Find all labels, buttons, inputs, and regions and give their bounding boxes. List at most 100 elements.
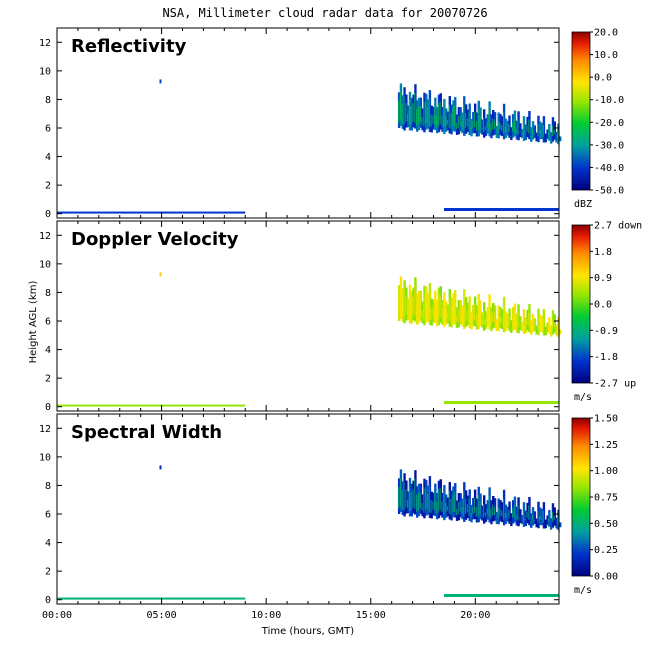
cloud-streak [475, 314, 477, 324]
cloud-streak [484, 512, 486, 517]
colorbar-label: -0.9 [594, 326, 618, 337]
cloud-streak [495, 134, 497, 136]
cloud-streak [428, 98, 430, 127]
cloud-streak [463, 297, 465, 324]
cloud-cell [546, 129, 549, 140]
y-tick-label: 8 [45, 95, 51, 106]
cloud-cell [481, 312, 484, 328]
cloud-cell [559, 136, 562, 142]
cloud-streak [510, 135, 512, 137]
cloud-streak [403, 95, 405, 125]
cloud-cell [533, 318, 537, 331]
colorbar-label: 1.25 [594, 440, 618, 451]
cloud-streak [535, 334, 537, 336]
cloud-streak [470, 127, 472, 131]
cloud-streak [423, 487, 425, 513]
cloud-cell [495, 126, 499, 139]
cloud-streak [434, 299, 436, 318]
cloud-streak [497, 121, 499, 133]
cloud-streak [425, 295, 427, 317]
cloud-cell [533, 511, 537, 524]
cloud-streak [464, 498, 467, 515]
cloud-cell [510, 513, 513, 527]
colorbar-label: 1.50 [594, 414, 618, 425]
cloud-streak [557, 518, 559, 525]
cloud-cell [506, 313, 509, 329]
cloud-streak [559, 530, 561, 532]
cloud-streak [397, 293, 400, 316]
cloud-cell [535, 132, 538, 142]
cloud-streak [459, 115, 461, 126]
cloud-streak [448, 104, 450, 128]
cloud-streak [492, 118, 494, 130]
chart-title: NSA, Millimeter cloud radar data for 200… [162, 6, 488, 20]
cloud-streak [551, 125, 553, 136]
cloud-cell [519, 316, 522, 331]
cloud-streak [510, 328, 512, 330]
cloud-streak [540, 324, 543, 327]
y-tick-label: 4 [45, 152, 51, 163]
cloud-cell [510, 127, 513, 141]
y-tick-label: 0 [45, 209, 51, 220]
colorbar-unit: m/s [574, 585, 592, 596]
colorbar-label: -30.0 [594, 140, 624, 151]
cloud-streak [406, 114, 409, 122]
cloud-streak [454, 491, 456, 512]
cloud-streak [421, 310, 423, 318]
cloud-streak [435, 501, 438, 514]
cloud-cell [495, 512, 499, 525]
y-tick-label: 8 [45, 288, 51, 299]
cloud-streak [495, 520, 497, 522]
cloud-streak [520, 330, 523, 332]
colorbar-label: 0.9 [594, 273, 612, 284]
cloud-streak [408, 100, 410, 125]
cloud-streak [522, 124, 525, 136]
cloud-cell [535, 518, 538, 528]
cloud-streak [405, 296, 407, 315]
cloud-streak [542, 124, 544, 137]
cloud-streak [481, 514, 483, 516]
cloud-streak [539, 130, 541, 134]
cloud-streak [533, 326, 535, 328]
cloud-streak [506, 322, 508, 324]
cloud-streak [412, 103, 414, 122]
cloud-cell [535, 325, 538, 335]
cloud-streak [526, 318, 528, 325]
cloud-streak [519, 324, 521, 326]
cloud-streak [439, 487, 441, 510]
ground-clutter [57, 404, 246, 407]
cloud-streak [434, 106, 436, 125]
cloud-streak [477, 495, 479, 517]
cloud-streak [464, 305, 467, 322]
cloud-streak [399, 478, 401, 507]
cloud-streak [481, 321, 483, 323]
cloud-streak [502, 112, 505, 134]
cloud-streak [497, 507, 499, 519]
cloud-streak [542, 317, 544, 330]
cloud-cell [520, 129, 524, 138]
cloud-streak [430, 307, 432, 320]
cloud-streak [551, 511, 553, 522]
colorbar-label: -1.8 [594, 352, 618, 363]
cloud-streak [470, 513, 472, 517]
cloud-streak [405, 489, 407, 508]
cloud-streak [492, 504, 494, 516]
cloud-streak [526, 125, 528, 132]
cloud-streak [437, 103, 439, 127]
cloud-streak [443, 493, 445, 515]
cloud-cell [559, 329, 562, 335]
cloud-streak [452, 301, 454, 319]
cloud-streak [520, 137, 523, 139]
cloud-cell [555, 517, 558, 529]
cloud-streak [466, 504, 468, 513]
cloud-streak [506, 129, 508, 131]
cloud-cell [546, 322, 549, 333]
colorbar [571, 224, 591, 384]
cloud-streak [448, 297, 450, 321]
y-tick-label: 12 [39, 231, 51, 242]
cloud-streak [504, 127, 506, 133]
cloud-streak [513, 312, 515, 324]
cloud-streak [406, 307, 409, 315]
colorbar-label: -2.7 up [594, 379, 636, 390]
